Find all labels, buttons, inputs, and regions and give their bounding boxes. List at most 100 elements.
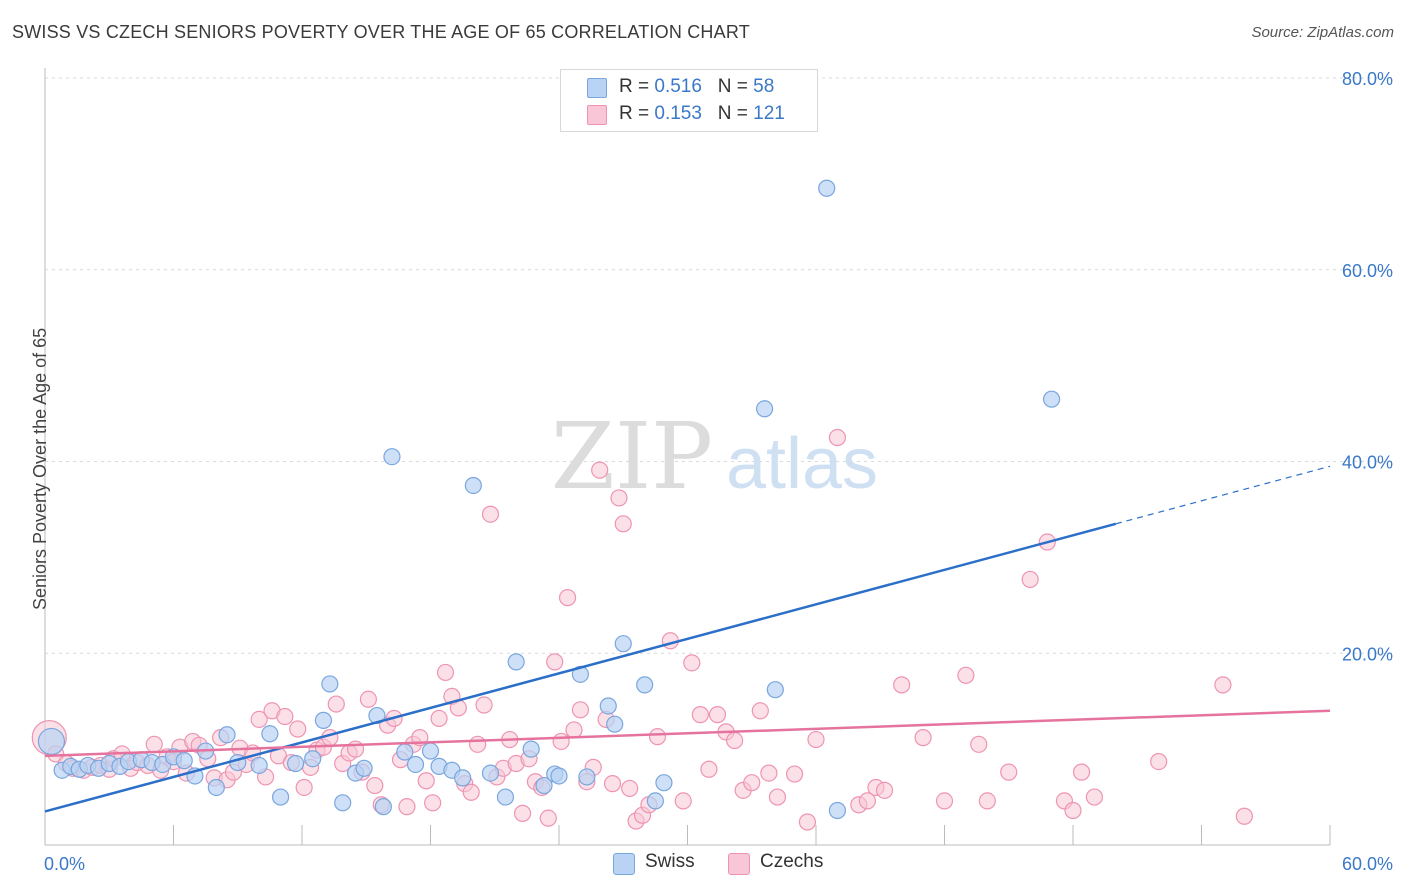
legend-czechs-n-label: N = — [717, 103, 754, 124]
bottom-swiss-label: Swiss — [645, 851, 695, 872]
swiss-point — [286, 754, 305, 773]
czechs-point — [751, 702, 769, 720]
swiss-point — [321, 675, 339, 693]
bottom-swiss-swatch — [613, 853, 635, 875]
czechs-point — [481, 505, 500, 523]
czechs-trend-line — [44, 709, 1331, 758]
swiss-point — [261, 725, 279, 743]
czechs-point — [558, 589, 577, 607]
czechs-point — [743, 774, 761, 792]
watermark: ZIP atlas — [551, 403, 878, 510]
czechs-point — [970, 735, 988, 753]
swiss-point — [314, 711, 333, 729]
chart-title: SWISS VS CZECH SENIORS POVERTY OVER THE … — [12, 22, 750, 42]
swiss-point — [655, 774, 673, 792]
swiss-point — [218, 726, 236, 744]
legend-swiss-n-value: 58 — [753, 76, 775, 97]
watermark-atlas: atlas — [726, 424, 878, 504]
czechs-point — [648, 728, 667, 746]
czechs-point — [250, 710, 268, 729]
czechs-point — [1150, 752, 1168, 771]
grid-lines — [45, 77, 1392, 654]
swiss-point — [406, 755, 425, 774]
czechs-point — [798, 813, 817, 831]
y-tick-label: 40.0% — [1342, 453, 1393, 473]
czechs-point — [1021, 570, 1039, 589]
swiss-point — [766, 681, 784, 699]
czechs-point — [398, 798, 416, 816]
swiss-point — [496, 788, 515, 806]
swiss-point — [421, 742, 440, 760]
swiss-point — [355, 759, 373, 777]
czechs-point — [1214, 676, 1232, 694]
czechs-point — [785, 765, 804, 783]
czechs-point — [700, 760, 718, 778]
swiss-point — [304, 750, 322, 768]
czechs-point — [475, 696, 493, 714]
czechs-point — [893, 676, 911, 694]
swiss-point — [522, 740, 540, 758]
czechs-point — [807, 730, 825, 749]
y-tick-label: 80.0% — [1342, 69, 1393, 89]
czechs-point — [875, 781, 894, 799]
swiss-point — [207, 778, 225, 797]
bottom-czechs-label: Czechs — [760, 851, 824, 872]
czechs-point — [978, 792, 996, 810]
swiss-point — [636, 676, 654, 694]
czechs-point — [513, 804, 532, 822]
x-tick-label: 0.0% — [44, 854, 85, 874]
czechs-point — [539, 809, 557, 827]
legend-czechs-r-label: R = — [619, 103, 655, 124]
czechs-point — [359, 690, 377, 708]
czechs-point — [691, 706, 709, 724]
axes — [44, 68, 1331, 846]
bottom-czechs-swatch — [728, 853, 750, 875]
czechs-point — [708, 706, 727, 724]
swiss-point — [374, 798, 392, 816]
watermark-zip: ZIP — [551, 403, 713, 510]
legend-swiss-r-value: 0.516 — [654, 76, 702, 97]
czechs-point — [610, 489, 628, 507]
czechs-point — [366, 776, 384, 795]
swiss-point — [818, 179, 836, 197]
czechs-swatch — [587, 105, 607, 125]
swiss-point — [828, 801, 847, 820]
czechs-point — [914, 729, 932, 747]
swiss-point — [454, 769, 472, 787]
y-axis-label: Seniors Poverty Over the Age of 65 — [30, 327, 50, 610]
legend-swiss-n-label: N = — [717, 76, 754, 97]
swiss-point — [250, 756, 268, 775]
czechs-point — [768, 788, 787, 806]
czechs-point — [436, 663, 455, 682]
czechs-point — [828, 428, 847, 447]
czechs-point — [552, 732, 570, 751]
swiss-point — [271, 788, 290, 806]
swiss-point — [614, 635, 632, 653]
czechs-point — [1000, 763, 1018, 781]
swiss-point — [755, 400, 774, 418]
czechs-point — [1235, 807, 1253, 825]
czechs-point — [683, 654, 701, 672]
swiss-point — [37, 727, 66, 756]
czechs-point — [469, 735, 487, 753]
legend-swiss-r-label: R = — [619, 76, 655, 97]
swiss-point — [383, 448, 401, 466]
czechs-point — [327, 695, 345, 713]
swiss-point — [1042, 390, 1061, 408]
czechs-point — [289, 720, 307, 738]
x-tick-label: 60.0% — [1342, 854, 1393, 874]
czechs-point — [726, 731, 744, 750]
czechs-point — [565, 721, 583, 739]
swiss-point — [578, 768, 596, 786]
czechs-point — [935, 792, 954, 810]
czechs-point — [430, 709, 448, 728]
czechs-point — [462, 783, 480, 801]
czechs-point — [546, 653, 564, 671]
czechs-point — [760, 764, 778, 782]
tick-labels: 20.0% 40.0% 60.0% 80.0% 0.0% 60.0% — [44, 69, 1393, 874]
swiss-point — [507, 653, 525, 671]
czechs-point — [1085, 788, 1104, 806]
swiss-point — [334, 794, 352, 812]
swiss-swatch — [587, 78, 607, 98]
